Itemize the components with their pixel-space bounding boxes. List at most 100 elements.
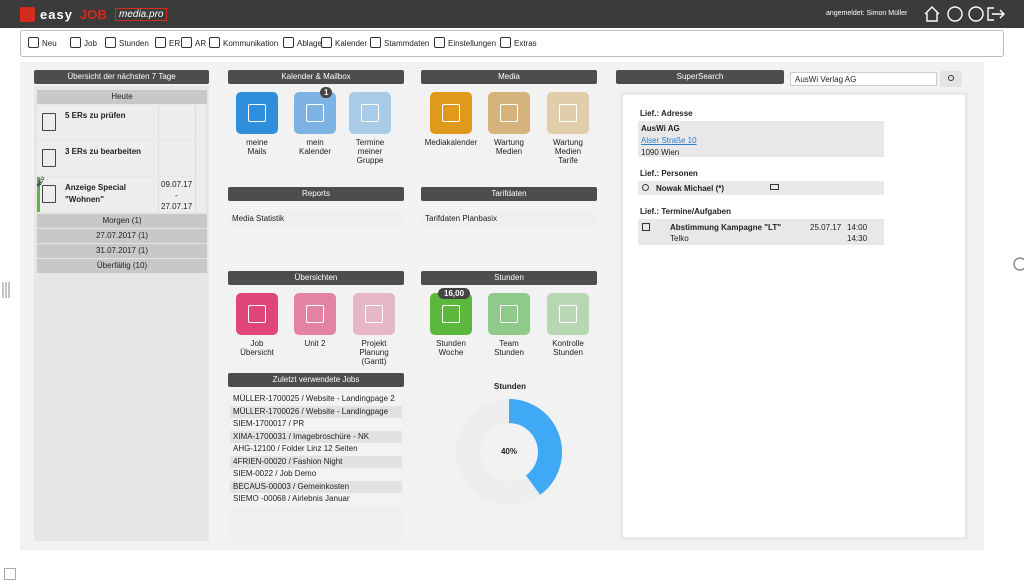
- tile[interactable]: [547, 92, 589, 134]
- toolbar-item[interactable]: Kalender: [335, 39, 368, 48]
- toolbar-item[interactable]: Extras: [514, 39, 537, 48]
- toolbar-icon[interactable]: [28, 37, 39, 48]
- job-item[interactable]: SIEMO -00068 / Airlebnis Januar: [230, 493, 402, 506]
- row-divider: [195, 177, 196, 212]
- toolbar-icon[interactable]: [370, 37, 381, 48]
- toolbar-item[interactable]: Stunden: [119, 39, 149, 48]
- job-item[interactable]: MÜLLER-1700025 / Website - Landingpage 2: [230, 393, 402, 406]
- tile-icon[interactable]: [559, 305, 577, 323]
- overview-row[interactable]: [37, 177, 207, 212]
- tile-label[interactable]: Team Stunden: [494, 339, 524, 357]
- toolbar-item[interactable]: Kommunikation: [223, 39, 279, 48]
- mail-icon[interactable]: [770, 184, 779, 190]
- tile-icon[interactable]: [442, 305, 460, 323]
- tile-label[interactable]: Kontrolle Stunden: [552, 339, 584, 357]
- tile[interactable]: [236, 92, 278, 134]
- task-title[interactable]: Abstimmung Kampagne "LT": [670, 223, 781, 232]
- section-heading: Lief.: Adresse: [640, 109, 693, 118]
- tile-icon[interactable]: [500, 104, 518, 122]
- toolbar-icon[interactable]: [70, 37, 81, 48]
- list-item[interactable]: Media Statistik: [228, 212, 404, 226]
- job-item[interactable]: AHG-12100 / Folder Linz 12 Seiten: [230, 443, 402, 456]
- tile[interactable]: [353, 293, 395, 335]
- tile-icon[interactable]: [500, 305, 518, 323]
- tile-icon[interactable]: [361, 104, 379, 122]
- panel-title: Stunden: [421, 271, 597, 285]
- toolbar-item[interactable]: Job: [84, 39, 97, 48]
- toolbar-item[interactable]: Stammdaten: [384, 39, 430, 48]
- job-item[interactable]: SIEM-0022 / Job Demo: [230, 468, 402, 481]
- tile-label[interactable]: Projekt Planung (Gantt): [359, 339, 389, 366]
- job-item[interactable]: XIMA-1700031 / Imagebroschüre - NK: [230, 430, 402, 443]
- tile[interactable]: [488, 293, 530, 335]
- job-item[interactable]: MÜLLER-1700026 / Website - Landingpage: [230, 405, 402, 418]
- tile-icon[interactable]: [442, 104, 460, 122]
- tile-label[interactable]: Mediakalender: [424, 138, 478, 147]
- tile[interactable]: [430, 92, 472, 134]
- group-bar[interactable]: Morgen (1): [37, 214, 207, 228]
- tile[interactable]: [349, 92, 391, 134]
- task-box[interactable]: [638, 219, 884, 245]
- toolbar-item[interactable]: ER: [169, 39, 181, 48]
- address-street[interactable]: Alser Straße 10: [641, 136, 697, 145]
- tile[interactable]: [294, 92, 336, 134]
- ss-input[interactable]: [790, 72, 937, 86]
- toolbar-icon[interactable]: [155, 37, 166, 48]
- toolbar-item[interactable]: Neu: [42, 39, 57, 48]
- job-item[interactable]: SIEM-1700017 / PR: [230, 418, 402, 431]
- group-bar[interactable]: Überfällig (10): [37, 259, 207, 273]
- list-item[interactable]: Tarifdaten Planbasix: [421, 212, 597, 226]
- tile-icon[interactable]: [248, 305, 266, 323]
- toolbar-item[interactable]: AR: [195, 39, 207, 48]
- logo-job: JOB: [80, 7, 107, 22]
- tile-icon[interactable]: [248, 104, 266, 122]
- toolbar-icon[interactable]: [283, 37, 294, 48]
- tile-label[interactable]: Stunden Woche: [436, 339, 466, 357]
- tile-label[interactable]: Unit 2: [304, 339, 326, 348]
- ss-query[interactable]: AusWi Verlag AG: [795, 75, 857, 84]
- job-item[interactable]: 4FRIEN-00020 / Fashion Night: [230, 455, 402, 468]
- tile-label[interactable]: meine Mails: [246, 138, 268, 156]
- tile-icon[interactable]: [559, 104, 577, 122]
- tile[interactable]: [488, 92, 530, 134]
- tile-label[interactable]: Termine meiner Gruppe: [355, 138, 385, 165]
- group-bar[interactable]: 27.07.2017 (1): [37, 229, 207, 243]
- tile[interactable]: [294, 293, 336, 335]
- tile[interactable]: [236, 293, 278, 335]
- tile[interactable]: [547, 293, 589, 335]
- group-bar[interactable]: 31.07.2017 (1): [37, 244, 207, 258]
- donut-label: 40%: [500, 447, 517, 456]
- person-box[interactable]: [638, 181, 884, 195]
- tile-label[interactable]: Wartung Medien Tarife: [553, 138, 583, 165]
- toolbar-icon[interactable]: [434, 37, 445, 48]
- tile-label[interactable]: Wartung Medien: [494, 138, 524, 156]
- tile-label[interactable]: Job Übersicht: [240, 339, 274, 357]
- toolbar-icon[interactable]: [105, 37, 116, 48]
- toolbar-item[interactable]: Einstellungen: [448, 39, 497, 48]
- row-text: Anzeige Special "Wohnen": [65, 183, 126, 204]
- panel-title: Reports: [228, 187, 404, 201]
- task-end: 14:30: [847, 234, 868, 243]
- toolbar-icon[interactable]: [500, 37, 511, 48]
- tile-icon[interactable]: [306, 104, 324, 122]
- donut-title: Stunden: [494, 382, 526, 391]
- toolbar-item[interactable]: Ablage: [297, 39, 322, 48]
- side-handle[interactable]: [2, 282, 10, 298]
- toolbar-icon[interactable]: [209, 37, 220, 48]
- top-bar: [0, 0, 1024, 28]
- overview-row[interactable]: [37, 105, 207, 140]
- toolbar-icon[interactable]: [181, 37, 192, 48]
- ss-search-icon[interactable]: [948, 75, 954, 81]
- tile[interactable]: [430, 293, 472, 335]
- person-name[interactable]: Nowak Michael (*): [656, 184, 725, 193]
- task-icon: [642, 223, 650, 231]
- job-item[interactable]: BECAUS-00003 / Gemeinkosten: [230, 480, 402, 493]
- add-tab[interactable]: [4, 568, 16, 580]
- tile-icon[interactable]: [365, 305, 383, 323]
- overview-row[interactable]: [37, 141, 207, 176]
- toolbar-icon[interactable]: [321, 37, 332, 48]
- tile-icon[interactable]: [306, 305, 324, 323]
- tile-label[interactable]: mein Kalender: [298, 138, 332, 156]
- side-toggle[interactable]: [1010, 256, 1024, 272]
